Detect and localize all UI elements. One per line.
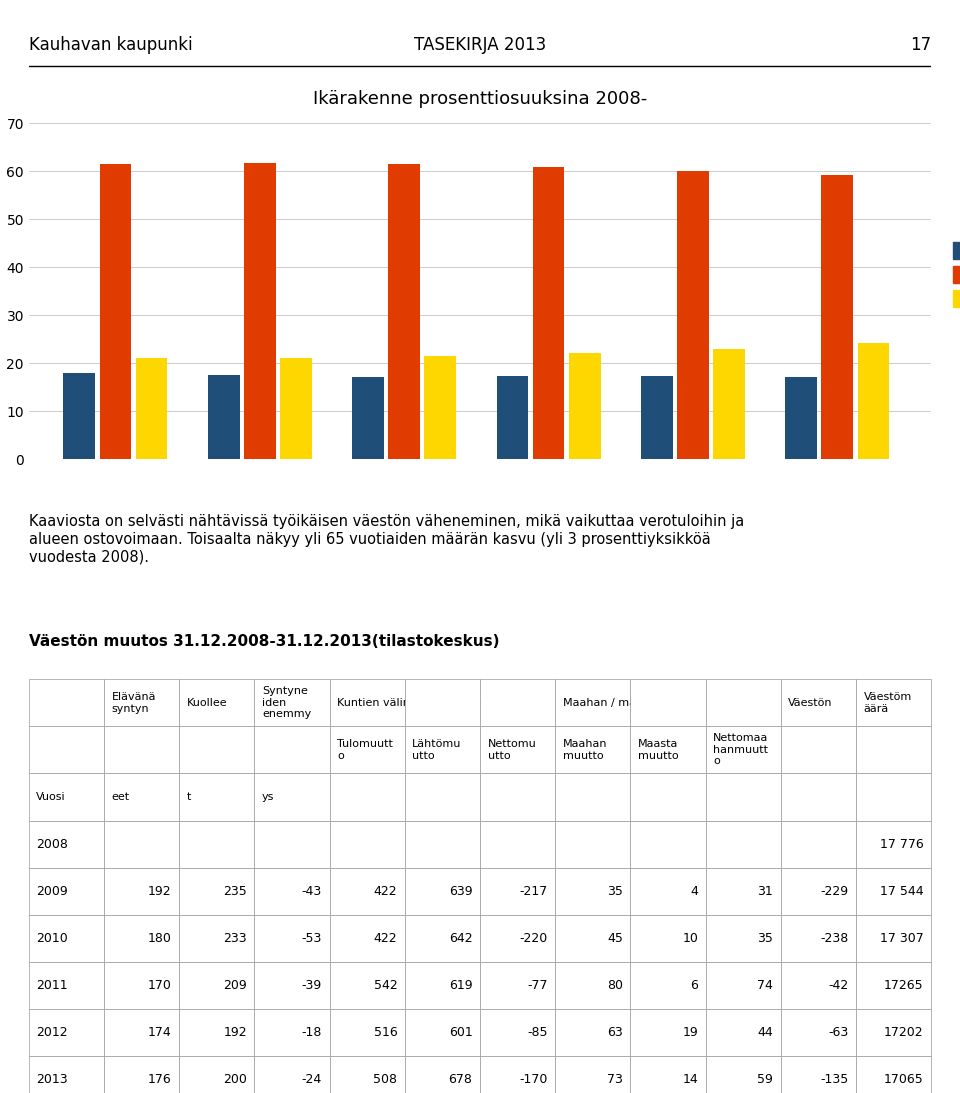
Bar — [785, 377, 817, 459]
Bar — [388, 164, 420, 459]
Bar — [822, 175, 853, 459]
Text: Väestön muutos 31.12.2008-31.12.2013(tilastokeskus): Väestön muutos 31.12.2008-31.12.2013(til… — [29, 634, 499, 649]
Bar — [424, 356, 456, 459]
Text: Kaaviosta on selvästi nähtävissä työikäisen väestön väheneminen, mikä vaikuttaa : Kaaviosta on selvästi nähtävissä työikäi… — [29, 515, 744, 564]
Text: TASEKIRJA 2013: TASEKIRJA 2013 — [414, 36, 546, 55]
Bar — [677, 171, 708, 459]
Legend: 0-14, 15-64, Yli 64: 0-14, 15-64, Yli 64 — [948, 236, 960, 313]
Bar — [207, 375, 240, 459]
Bar — [100, 164, 132, 459]
Bar — [641, 376, 673, 459]
Bar — [496, 376, 528, 459]
Text: Kauhavan kaupunki: Kauhavan kaupunki — [29, 36, 192, 55]
Bar — [244, 163, 276, 459]
Bar — [713, 349, 745, 459]
Bar — [352, 377, 384, 459]
Bar — [135, 359, 167, 459]
Title: Ikärakenne prosenttiosuuksina 2008-: Ikärakenne prosenttiosuuksina 2008- — [313, 90, 647, 108]
Bar — [568, 353, 601, 459]
Text: 17: 17 — [910, 36, 931, 55]
Bar — [280, 359, 312, 459]
Bar — [533, 167, 564, 459]
Bar — [63, 373, 95, 459]
Bar — [857, 343, 889, 459]
